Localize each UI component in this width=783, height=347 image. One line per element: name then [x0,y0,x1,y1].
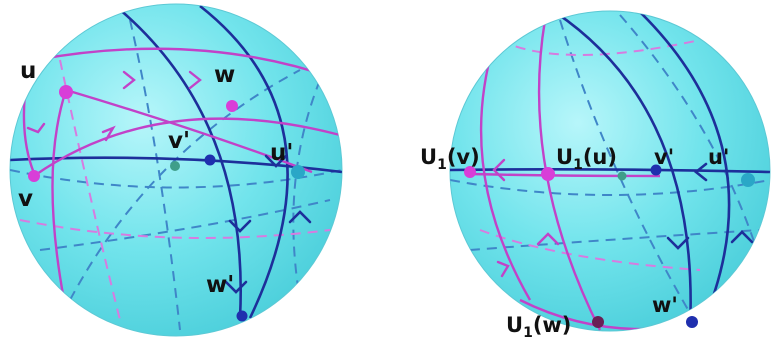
left-label-u-prime: u' [270,140,293,166]
right-point-u1w [592,316,604,328]
right-label-w-prime: w' [652,293,678,317]
right-point-w-prime [686,316,698,328]
right-point-hidden [617,171,627,181]
left-point-u-prime [291,165,305,179]
right-label-u1v: U1(v) [420,145,480,173]
right-label-u1w: U1(w) [506,313,571,341]
right-sphere: U1(v) U1(u) v' u' w' U1(w) [420,10,771,341]
right-label-u-prime: u' [708,145,729,169]
right-navy-arcs [450,11,770,331]
left-label-w: w [214,62,235,88]
left-magenta-arcs [22,19,341,301]
left-point-w-prime [236,310,248,322]
left-point-v [28,170,40,182]
right-point-u1v [464,166,476,178]
right-navy-arrows [666,162,754,250]
left-label-w-prime: w' [206,272,234,298]
left-point-w [226,100,238,112]
right-point-u1u [541,167,555,181]
left-navy-arrows [224,154,312,294]
left-label-v-prime: v' [168,128,190,154]
left-point-u [59,85,73,99]
right-point-v-prime [650,164,662,176]
left-point-v-prime [204,154,216,166]
left-label-v: v [18,186,33,212]
left-magenta-arrows [26,70,202,142]
left-label-u: u [20,58,36,84]
left-sphere: u w v' u' v w' [9,3,343,337]
right-magenta-arrows [492,158,560,278]
left-point-v-prime-hidden [170,161,180,171]
right-label-v-prime: v' [654,145,674,169]
right-point-u-prime [741,173,755,187]
right-label-u1u: U1(u) [556,145,617,173]
